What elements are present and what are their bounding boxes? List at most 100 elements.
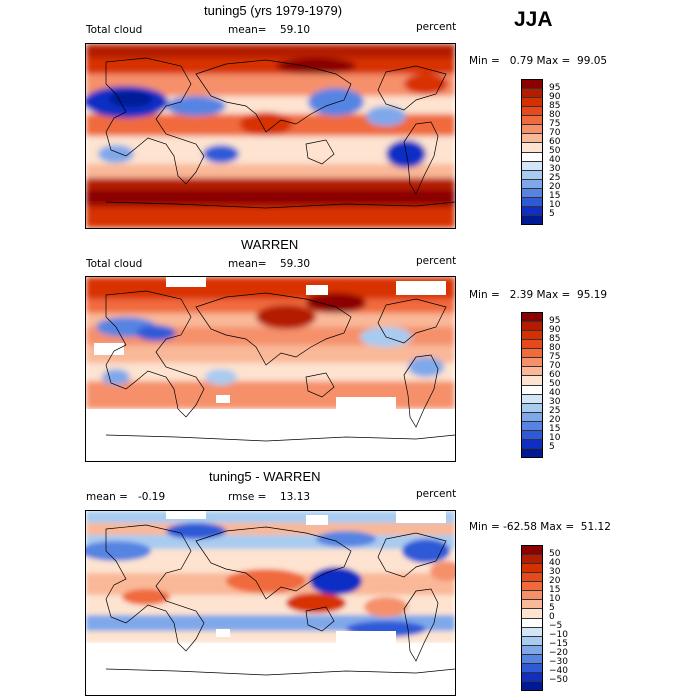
panel-2-title: WARREN bbox=[241, 237, 299, 252]
colorbar-tick: 85 bbox=[549, 334, 561, 344]
panel-2-colorbar-segment bbox=[522, 421, 542, 431]
panel-2-mean-label: mean= bbox=[228, 258, 267, 270]
colorbar-tick: −5 bbox=[549, 621, 563, 631]
panel-3-colorbar-segment bbox=[522, 591, 542, 601]
colorbar-tick: 95 bbox=[549, 316, 561, 326]
panel-3-colorbar-segment bbox=[522, 636, 542, 646]
panel-3-units: percent bbox=[416, 488, 457, 500]
panel-2-colorbar-segment bbox=[522, 403, 542, 413]
panel-2-colorbar-segment bbox=[522, 358, 542, 368]
colorbar-tick: 30 bbox=[549, 567, 561, 577]
colorbar-tick: 15 bbox=[549, 585, 561, 595]
panel-3-rmse-value: 13.13 bbox=[280, 491, 311, 503]
colorbar-tick: 90 bbox=[549, 325, 561, 335]
colorbar-tick: 30 bbox=[549, 397, 561, 407]
panel-1-colorbar bbox=[521, 79, 543, 225]
panel-1-units: percent bbox=[416, 21, 457, 33]
panel-1-map-svg bbox=[86, 44, 455, 228]
panel-1-colorbar-segment bbox=[522, 107, 542, 117]
panel-3-colorbar-segment bbox=[522, 582, 542, 592]
panel-1-mean-label: mean= bbox=[228, 24, 267, 36]
panel-1-range: Min = 0.79 Max = 99.05 bbox=[469, 55, 608, 67]
panel-2-colorbar-segment bbox=[522, 385, 542, 395]
colorbar-tick: −40 bbox=[549, 666, 568, 676]
panel-1-colorbar-segment bbox=[522, 116, 542, 126]
panel-1-title: tuning5 (yrs 1979-1979) bbox=[204, 3, 343, 18]
colorbar-tick: −20 bbox=[549, 648, 568, 658]
panel-3-colorbar-segment bbox=[522, 645, 542, 655]
colorbar-tick: 75 bbox=[549, 352, 561, 362]
panel-3-colorbar-segment bbox=[522, 546, 542, 556]
colorbar-tick: 50 bbox=[549, 379, 561, 389]
panel-3-colorbar-segment bbox=[522, 627, 542, 637]
panel-2-colorbar-segment bbox=[522, 331, 542, 341]
panel-2-colorbar-segment bbox=[522, 340, 542, 350]
colorbar-tick: 5 bbox=[549, 603, 555, 613]
panel-3-colorbar-segment bbox=[522, 600, 542, 610]
panel-2-colorbar bbox=[521, 312, 543, 458]
panel-3-title: tuning5 - WARREN bbox=[209, 469, 321, 484]
panel-1-colorbar-segment bbox=[522, 152, 542, 162]
panel-2-mean-value: 59.30 bbox=[280, 258, 311, 270]
panel-1-map bbox=[85, 43, 456, 229]
panel-1-colorbar-segment bbox=[522, 161, 542, 171]
colorbar-tick: 40 bbox=[549, 155, 561, 165]
panel-3-colorbar-segment bbox=[522, 573, 542, 583]
panel-2-colorbar-segment bbox=[522, 349, 542, 359]
colorbar-tick: 5 bbox=[549, 209, 555, 219]
colorbar-tick: 0 bbox=[549, 612, 555, 622]
colorbar-tick: −15 bbox=[549, 639, 568, 649]
colorbar-tick: −50 bbox=[549, 675, 568, 685]
panel-1-colorbar-segment bbox=[522, 89, 542, 99]
colorbar-tick: 60 bbox=[549, 137, 561, 147]
panel-2-coastlines bbox=[105, 290, 455, 442]
colorbar-tick: 10 bbox=[549, 200, 561, 210]
panel-3-colorbar-segment bbox=[522, 663, 542, 673]
panel-2-colorbar-segment bbox=[522, 430, 542, 440]
panel-1-variable-label: Total cloud bbox=[86, 24, 143, 36]
colorbar-tick: 10 bbox=[549, 433, 561, 443]
panel-3-map-svg bbox=[86, 511, 455, 695]
panel-1-mean-value: 59.10 bbox=[280, 24, 311, 36]
panel-1-colorbar-segment bbox=[522, 179, 542, 189]
colorbar-tick: 10 bbox=[549, 594, 561, 604]
panel-1-colorbar-segment bbox=[522, 134, 542, 144]
panel-2-colorbar-segment bbox=[522, 313, 542, 323]
panel-3-coastlines bbox=[105, 524, 455, 676]
colorbar-tick: 40 bbox=[549, 558, 561, 568]
panel-3-colorbar bbox=[521, 545, 543, 691]
colorbar-tick: 50 bbox=[549, 146, 561, 156]
panel-3-colorbar-segment bbox=[522, 672, 542, 682]
panel-3-colorbar-segment bbox=[522, 564, 542, 574]
colorbar-tick: 30 bbox=[549, 164, 561, 174]
panel-1-colorbar-segment bbox=[522, 206, 542, 216]
colorbar-tick: 50 bbox=[549, 549, 561, 559]
colorbar-tick: 70 bbox=[549, 361, 561, 371]
colorbar-tick: 25 bbox=[549, 173, 561, 183]
panel-2-units: percent bbox=[416, 255, 457, 267]
panel-1-colorbar-segment bbox=[522, 188, 542, 198]
panel-2-colorbar-segment bbox=[522, 376, 542, 386]
panel-3-range: Min = -62.58 Max = 51.12 bbox=[469, 521, 611, 533]
panel-1-colorbar-segment bbox=[522, 80, 542, 90]
panel-1-colorbar-segment bbox=[522, 125, 542, 135]
colorbar-tick: 5 bbox=[549, 442, 555, 452]
colorbar-tick: 20 bbox=[549, 576, 561, 586]
panel-1-colorbar-segment bbox=[522, 170, 542, 180]
colorbar-tick: 60 bbox=[549, 370, 561, 380]
panel-3-mean-value: -0.19 bbox=[138, 491, 166, 503]
panel-2-colorbar-segment bbox=[522, 322, 542, 332]
panel-3-colorbar-segment bbox=[522, 609, 542, 619]
panel-1-colorbar-segment bbox=[522, 215, 542, 224]
panel-1-colorbar-segment bbox=[522, 98, 542, 108]
colorbar-tick: −10 bbox=[549, 630, 568, 640]
panel-3-rmse-label: rmse = bbox=[228, 491, 267, 503]
panel-3-colorbar-segment bbox=[522, 681, 542, 690]
colorbar-tick: 15 bbox=[549, 424, 561, 434]
colorbar-tick: 25 bbox=[549, 406, 561, 416]
panel-2-colorbar-segment bbox=[522, 367, 542, 377]
colorbar-tick: 20 bbox=[549, 415, 561, 425]
season-label: JJA bbox=[514, 8, 553, 31]
colorbar-tick: 80 bbox=[549, 343, 561, 353]
panel-1-coastlines bbox=[105, 57, 455, 209]
